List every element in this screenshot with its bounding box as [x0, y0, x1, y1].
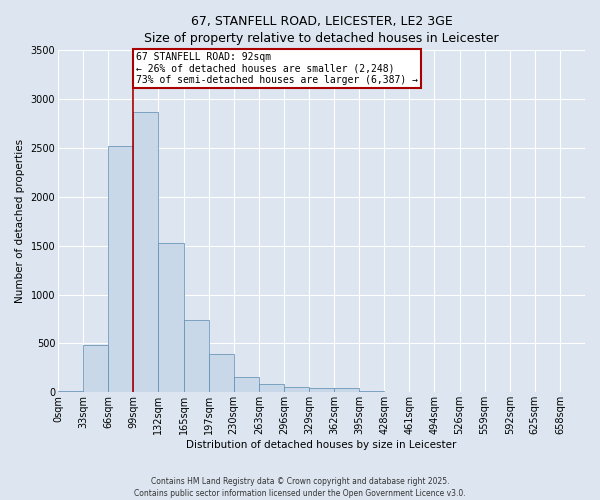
Bar: [209, 354, 234, 393]
Bar: [259, 384, 284, 392]
Bar: [284, 387, 309, 392]
Bar: [83, 346, 108, 393]
Text: Contains HM Land Registry data © Crown copyright and database right 2025.
Contai: Contains HM Land Registry data © Crown c…: [134, 476, 466, 498]
Bar: [158, 243, 184, 392]
Y-axis label: Number of detached properties: Number of detached properties: [15, 139, 25, 304]
Text: 67 STANFELL ROAD: 92sqm
← 26% of detached houses are smaller (2,248)
73% of semi: 67 STANFELL ROAD: 92sqm ← 26% of detache…: [136, 52, 418, 85]
Bar: [108, 146, 133, 392]
Bar: [309, 388, 334, 392]
Bar: [334, 388, 359, 392]
Bar: [234, 377, 259, 392]
Bar: [133, 112, 158, 392]
Title: 67, STANFELL ROAD, LEICESTER, LE2 3GE
Size of property relative to detached hous: 67, STANFELL ROAD, LEICESTER, LE2 3GE Si…: [144, 15, 499, 45]
Bar: [184, 320, 209, 392]
X-axis label: Distribution of detached houses by size in Leicester: Distribution of detached houses by size …: [187, 440, 457, 450]
